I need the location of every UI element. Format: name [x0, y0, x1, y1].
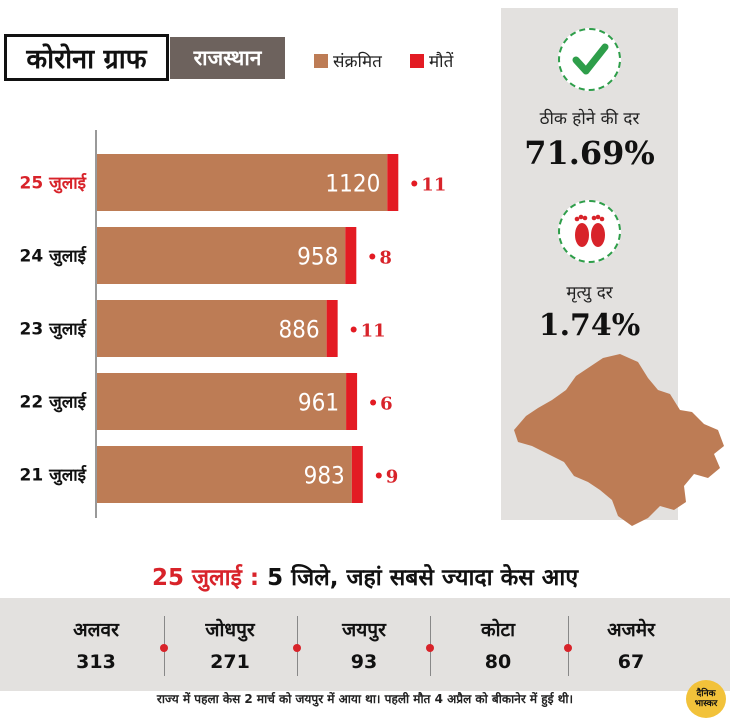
district-name: अजमेर [607, 619, 655, 641]
district-strip: अलवर 313 जोधपुर 271 जयपुर 93 कोटा 80 अजम… [0, 598, 730, 691]
death-rate-value: 1.74% [538, 308, 641, 343]
legend-infected-swatch [314, 53, 328, 68]
category-label: 25 जुलाई [20, 173, 87, 194]
check-icon [558, 28, 621, 91]
bar-chart: 25 जुलाई 1120 11 24 जुलाई 958 8 23 जुलाई 886 11 2… [20, 130, 446, 518]
dainik-bhaskar-logo: दैनिक भास्कर [686, 680, 726, 718]
bar-infected [97, 154, 388, 211]
top-districts-separator: : [249, 565, 260, 591]
category-label: 22 जुलाई [20, 392, 87, 413]
district-item: कोटा 80 [433, 616, 563, 673]
bar-infected-value: 958 [297, 243, 338, 271]
bar-deaths-value: 8 [379, 248, 392, 269]
logo-line2: भास्कर [694, 699, 718, 709]
district-value: 313 [76, 651, 116, 673]
bar-infected [97, 446, 352, 503]
bar-deaths-value: 6 [380, 394, 393, 415]
bar-deaths-dot [375, 472, 382, 479]
bar-deaths [387, 154, 399, 211]
district-item: अलवर 313 [31, 616, 161, 673]
bar-deaths-dot [411, 180, 418, 187]
divider-dot [564, 644, 572, 652]
legend-deaths-swatch [410, 53, 424, 68]
footnote: राज्य में पहला केस 2 मार्च को जयपुर में … [156, 692, 574, 706]
district-value: 93 [350, 651, 378, 673]
recovery-rate-value: 71.69% [524, 134, 655, 172]
recovery-rate-label: ठीक होने की दर [539, 109, 640, 129]
district-name: कोटा [480, 619, 515, 641]
divider-dot [426, 644, 434, 652]
top-districts-date: 25 जुलाई [151, 565, 242, 591]
top-districts-heading: 5 जिले, जहां सबसे ज्यादा केस आए [267, 565, 579, 591]
district-value: 80 [484, 651, 512, 673]
bar-infected-value: 886 [278, 316, 319, 344]
bar-infected [97, 373, 347, 430]
bar-deaths [345, 227, 357, 284]
bar-deaths-dot [370, 399, 377, 406]
divider-dot [293, 644, 301, 652]
death-rate-label: मृत्यु दर [566, 283, 613, 303]
bar-deaths [326, 300, 338, 357]
bar-infected-value: 1120 [325, 170, 380, 198]
district-item: जयपुर 93 [299, 616, 429, 673]
top-districts-title: 25 जुलाई : 5 जिले, जहां सबसे ज्यादा केस … [0, 560, 730, 592]
bar-deaths [346, 373, 358, 430]
category-label: 23 जुलाई [20, 319, 87, 340]
bar-infected-value: 961 [298, 389, 339, 417]
bar-deaths-value: 11 [361, 321, 386, 342]
legend-infected-label: संक्रमित [333, 52, 382, 72]
legend-infected: संक्रमित [314, 49, 382, 72]
logo-line1: दैनिक [696, 689, 716, 699]
bar-deaths-value: 9 [386, 467, 399, 488]
region-badge: राजस्थान [170, 37, 285, 79]
bar-infected [97, 300, 327, 357]
divider-dot [160, 644, 168, 652]
district-item: अजमेर 67 [566, 616, 696, 673]
district-name: अलवर [73, 619, 119, 641]
rajasthan-map-icon [514, 354, 724, 526]
category-label: 24 जुलाई [20, 246, 87, 267]
bar-infected [97, 227, 346, 284]
bar-deaths [351, 446, 363, 503]
district-name: जोधपुर [205, 619, 255, 641]
bar-deaths-dot [350, 326, 357, 333]
district-value: 271 [210, 651, 250, 673]
chart-title: कोरोना ग्राफ [4, 34, 169, 81]
legend-deaths-label: मौतें [429, 52, 454, 72]
bar-deaths-value: 11 [421, 175, 446, 196]
district-item: जोधपुर 271 [165, 616, 295, 673]
bar-infected-value: 983 [304, 462, 345, 490]
legend-deaths: मौतें [410, 49, 453, 72]
footprints-icon [558, 200, 621, 263]
bar-deaths-dot [369, 253, 376, 260]
district-name: जयपुर [342, 619, 386, 641]
district-value: 67 [617, 651, 645, 673]
category-label: 21 जुलाई [20, 465, 87, 486]
